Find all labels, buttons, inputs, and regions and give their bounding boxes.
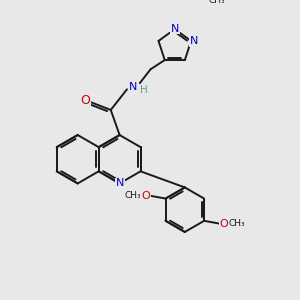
Text: N: N <box>190 36 198 46</box>
Text: O: O <box>141 190 150 201</box>
Text: N: N <box>116 178 124 188</box>
Text: N: N <box>129 82 138 92</box>
Text: N: N <box>171 23 179 34</box>
Text: O: O <box>80 94 90 107</box>
Text: O: O <box>220 219 229 229</box>
Text: CH₃: CH₃ <box>125 191 141 200</box>
Text: CH₃: CH₃ <box>209 0 225 5</box>
Text: H: H <box>140 85 148 95</box>
Text: CH₃: CH₃ <box>228 219 245 228</box>
